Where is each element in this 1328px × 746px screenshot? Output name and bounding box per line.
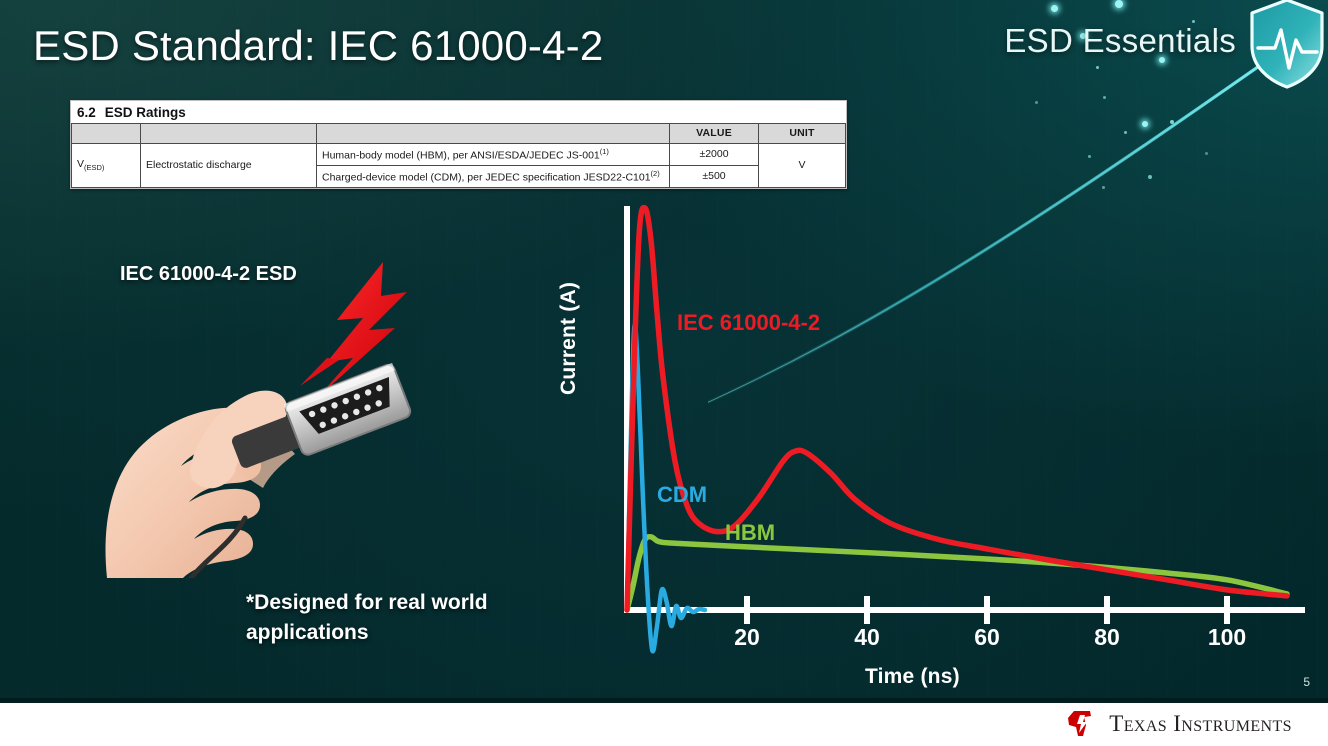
hdmi-connector-icon xyxy=(231,362,412,468)
company-name: Texas Instruments xyxy=(1109,711,1292,736)
brand-label: ESD Essentials xyxy=(1004,22,1236,59)
lightning-bolt-icon xyxy=(300,262,407,398)
hand-shape xyxy=(105,390,295,578)
cell-value-hbm: ±2000 xyxy=(669,142,759,167)
series-label-cdm: CDM xyxy=(657,482,708,507)
cell-description-cdm: Charged-device model (CDM), per JEDEC sp… xyxy=(316,165,670,189)
col-symbol xyxy=(71,123,141,144)
x-tick-label: 40 xyxy=(854,624,880,650)
shield-heartbeat-icon xyxy=(1248,0,1326,92)
table-section-heading: 6.2 ESD Ratings xyxy=(71,101,846,123)
cell-description-hbm: Human-body model (HBM), per ANSI/ESDA/JE… xyxy=(316,142,670,167)
cdm-description: Charged-device model (CDM), per JEDEC sp… xyxy=(322,171,651,184)
chart-series-hbm xyxy=(624,533,1290,613)
cell-parameter: Electrostatic discharge xyxy=(140,142,317,189)
page-number: 5 xyxy=(1303,675,1310,689)
chart-series-iec-61000-4-2 xyxy=(624,204,1290,613)
table-row: V(ESD) Electrostatic discharge Human-bod… xyxy=(71,142,846,189)
hbm-description: Human-body model (HBM), per ANSI/ESDA/JE… xyxy=(322,149,600,162)
slide-background: ESD Standard: IEC 61000-4-2 ESD Essentia… xyxy=(0,0,1328,703)
illustration-caption: IEC 61000-4-2 ESD xyxy=(120,263,297,285)
page-title: ESD Standard: IEC 61000-4-2 xyxy=(33,22,604,69)
texas-instruments-logo-icon xyxy=(1068,711,1092,736)
x-tick-label: 100 xyxy=(1207,624,1247,650)
note-text: *Designed for real world applications xyxy=(246,591,488,645)
section-number: 6.2 xyxy=(77,105,96,120)
col-parameter xyxy=(140,123,317,144)
slide-footer: Texas Instruments xyxy=(0,703,1328,746)
section-title: ESD Ratings xyxy=(104,105,186,120)
series-label-hbm: HBM xyxy=(725,520,776,545)
series-label-iec: IEC 61000-4-2 xyxy=(677,310,821,335)
table-header-row: VALUE UNIT xyxy=(71,123,846,144)
esd-waveform-chart: Current (A) Time (ns) IEC 61000-4-2 CDM … xyxy=(557,200,1310,700)
x-tick-label: 60 xyxy=(974,624,1000,650)
esd-ratings-table-card: 6.2 ESD Ratings VALUE UNIT V(ESD) Electro… xyxy=(70,100,847,190)
esd-ratings-table: VALUE UNIT V(ESD) Electrostatic discharg… xyxy=(71,123,846,189)
chart-x-axis-label: Time (ns) xyxy=(865,665,960,688)
hbm-footnote: (1) xyxy=(599,146,609,156)
cdm-footnote: (2) xyxy=(650,169,660,179)
col-unit: UNIT xyxy=(758,123,846,144)
symbol-text: V xyxy=(77,158,85,171)
col-description xyxy=(316,123,670,144)
chart-plot-area xyxy=(624,204,1305,654)
table-row: Charged-device model (CDM), per JEDEC sp… xyxy=(72,165,846,189)
cable-wire xyxy=(188,515,248,581)
symbol-subscript: (ESD) xyxy=(84,163,105,173)
x-tick-label: 20 xyxy=(734,624,760,650)
chart-y-axis-label: Current (A) xyxy=(557,281,580,395)
cell-unit: V xyxy=(758,142,846,189)
x-tick-label: 80 xyxy=(1094,624,1120,650)
cell-value-cdm: ±500 xyxy=(669,165,759,189)
cell-symbol: V(ESD) xyxy=(71,142,141,189)
hand-holding-hdmi-cable-icon xyxy=(95,258,435,581)
texas-instruments-logo: Texas Instruments xyxy=(1065,709,1292,739)
col-value: VALUE xyxy=(669,123,759,144)
